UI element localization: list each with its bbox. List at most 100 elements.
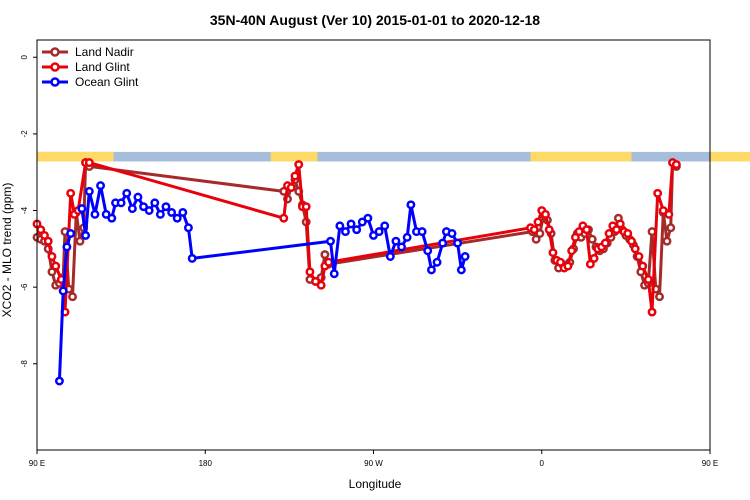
legend-item: Land Glint [42, 60, 130, 74]
data-point [326, 236, 335, 246]
data-point [47, 267, 57, 277]
data-point [587, 234, 597, 244]
legend-item: Ocean Glint [42, 75, 139, 89]
series-ocean-glint [54, 181, 470, 386]
data-point [615, 219, 625, 229]
data-point [544, 225, 554, 235]
land-strip-3 [710, 151, 750, 162]
legend-swatch-marker [50, 62, 60, 72]
land-strip-1 [270, 151, 318, 162]
data-point [385, 252, 395, 261]
data-point [647, 307, 657, 317]
data-point [352, 225, 362, 235]
data-point [533, 217, 543, 227]
x-tick-label: 180 [199, 459, 213, 468]
data-point [51, 261, 61, 271]
legend-label: Ocean Glint [75, 75, 139, 89]
data-point [630, 244, 640, 254]
x-axis-label: Longitude [349, 477, 402, 491]
data-point [90, 209, 100, 219]
legend-label: Land Glint [75, 60, 130, 74]
data-point [178, 207, 188, 217]
data-point [662, 236, 672, 246]
data-point [84, 158, 94, 168]
data-point [589, 253, 599, 263]
data-point [47, 252, 57, 261]
data-point [155, 209, 165, 219]
data-point [658, 206, 668, 215]
data-point [40, 230, 49, 240]
y-tick-label: -2 [20, 130, 29, 138]
data-point [363, 213, 373, 223]
data-point [369, 230, 378, 240]
x-tick-label: 90 E [29, 459, 45, 468]
data-point [653, 188, 663, 198]
legend-label: Land Nadir [75, 45, 134, 59]
data-point [66, 188, 76, 198]
data-point [638, 261, 648, 271]
data-point [600, 238, 610, 248]
data-point [316, 280, 326, 290]
chart-title: 35N-40N August (Ver 10) 2015-01-01 to 20… [210, 12, 540, 28]
data-point [139, 202, 149, 212]
x-tick-label: 90 E [702, 459, 718, 468]
y-tick-label: 0 [20, 54, 29, 59]
data-point [96, 181, 106, 191]
legend-item: Land Nadir [42, 45, 134, 59]
data-point [290, 171, 300, 181]
data-point [535, 229, 545, 238]
data-point [172, 213, 182, 223]
data-point [311, 276, 320, 286]
x-axis: 90 E 180 90 W 0 90 E [29, 450, 718, 468]
data-point [127, 204, 137, 214]
data-point [286, 183, 296, 192]
data-point [133, 192, 143, 202]
data-point [101, 209, 111, 219]
data-point [567, 246, 577, 256]
data-point [664, 209, 674, 219]
data-point [666, 223, 676, 233]
data-point [81, 230, 91, 240]
series-land-glint [32, 158, 681, 317]
data-point [627, 236, 636, 246]
data-point [380, 221, 390, 231]
data-point [374, 227, 384, 237]
data-point [357, 217, 367, 227]
data-point [346, 219, 356, 229]
legend-swatch-marker [50, 77, 60, 87]
data-point [320, 250, 330, 260]
data-point [447, 229, 457, 238]
data-point [150, 198, 160, 208]
data-point [456, 265, 466, 275]
data-point [335, 221, 345, 231]
data-point [531, 234, 541, 244]
data-point [460, 252, 470, 261]
land-strip-2 [530, 151, 632, 162]
data-point [541, 209, 550, 219]
data-point [427, 265, 436, 275]
data-point [634, 252, 644, 261]
data-point [438, 238, 448, 248]
data-point [341, 227, 350, 237]
data-point [612, 225, 621, 235]
x-tick-label: 90 W [364, 459, 383, 468]
data-point [432, 257, 442, 267]
data-point [406, 200, 416, 210]
data-point [453, 238, 463, 248]
data-point [529, 225, 539, 235]
data-point [623, 229, 633, 238]
data-point [62, 242, 72, 252]
y-axis-label: XCO2 - MLO trend (ppm) [0, 183, 14, 318]
data-point [144, 206, 154, 215]
data-point [423, 246, 433, 256]
data-point [75, 236, 85, 246]
data-point [187, 253, 197, 263]
data-point [167, 207, 177, 217]
data-point [570, 232, 580, 242]
data-point [402, 232, 412, 242]
data-point [36, 225, 46, 235]
data-point [391, 236, 401, 246]
data-point [77, 204, 87, 214]
